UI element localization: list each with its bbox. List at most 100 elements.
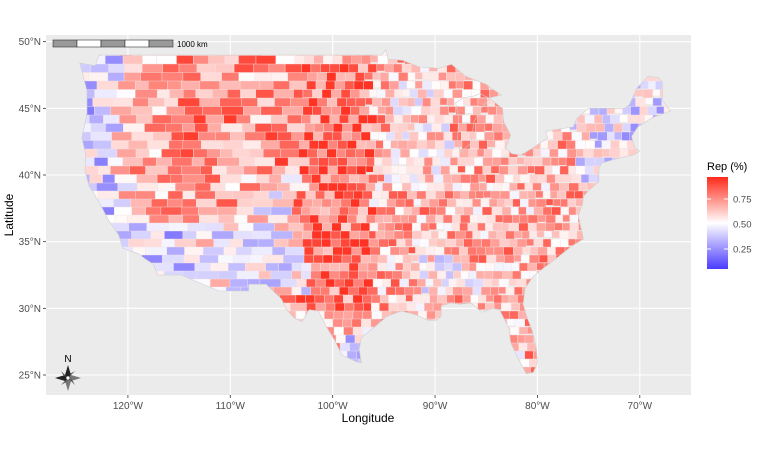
- county-cell: [402, 270, 411, 279]
- county-cell: [328, 214, 338, 224]
- county-cell: [455, 198, 464, 207]
- county-cell: [549, 148, 559, 158]
- county-cell: [303, 222, 313, 232]
- county-cell: [436, 222, 444, 230]
- county-cell: [492, 222, 502, 231]
- county-cell: [485, 246, 495, 256]
- county-cell: [422, 97, 431, 108]
- county-cell: [588, 174, 597, 183]
- county-cell: [452, 254, 462, 264]
- county-cell: [524, 334, 535, 344]
- county-cell: [437, 286, 447, 297]
- county-cell: [396, 238, 406, 249]
- county-cell: [528, 198, 537, 208]
- county-cell: [444, 262, 453, 271]
- county-cell: [443, 222, 453, 233]
- county-cell: [311, 238, 322, 248]
- x-tick-label: 90°W: [423, 401, 448, 412]
- county-cell: [377, 262, 388, 273]
- county-cell: [361, 318, 372, 328]
- county-cell: [426, 131, 436, 142]
- county-cell: [532, 182, 542, 191]
- county-cell: [336, 148, 346, 158]
- county-cell: [323, 246, 333, 256]
- county-cell: [348, 206, 359, 217]
- county-cell: [312, 89, 323, 99]
- county-cell: [390, 278, 400, 289]
- county-cell: [390, 97, 399, 107]
- county-cell: [409, 148, 419, 158]
- county-cell: [512, 198, 521, 208]
- county-cell: [569, 222, 579, 231]
- county-cell: [518, 326, 528, 335]
- county-cell: [435, 131, 444, 141]
- county-cell: [474, 157, 483, 166]
- county-cell: [428, 198, 439, 208]
- county-cell: [464, 278, 474, 288]
- county-cell: [508, 157, 517, 165]
- county-cell: [344, 278, 355, 288]
- county-cell: [383, 140, 392, 150]
- county-cell: [510, 302, 520, 311]
- county-cell: [542, 190, 551, 199]
- county-cell: [334, 80, 345, 90]
- county-cell: [562, 222, 571, 231]
- county-cell: [427, 114, 436, 124]
- county-cell: [484, 123, 493, 132]
- county-cell: [509, 238, 518, 248]
- county-cell: [449, 123, 459, 133]
- county-cell: [404, 286, 414, 297]
- county-cell: [337, 157, 348, 166]
- county-cell: [495, 254, 505, 263]
- county-cell: [434, 262, 445, 273]
- county-cell: [455, 206, 464, 215]
- county-cell: [410, 114, 420, 123]
- county-cell: [622, 123, 631, 132]
- county-cell: [386, 262, 396, 272]
- county-cell: [568, 230, 578, 240]
- county-cell: [340, 106, 351, 116]
- county-cell: [312, 106, 323, 117]
- county-cell: [367, 63, 377, 74]
- county-cell: [501, 182, 510, 192]
- county-cell: [341, 254, 352, 264]
- county-cell: [313, 131, 324, 141]
- county-cell: [391, 174, 401, 184]
- county-cell: [532, 157, 543, 166]
- county-cell: [473, 278, 484, 289]
- county-cell: [535, 190, 544, 199]
- county-cell: [375, 140, 384, 149]
- county-cell: [381, 190, 389, 199]
- county-cell: [457, 157, 467, 167]
- county-cell: [517, 334, 526, 344]
- county-cell: [391, 165, 399, 174]
- county-cell: [454, 97, 464, 108]
- county-cell: [376, 63, 385, 72]
- county-cell: [465, 230, 473, 239]
- county-cell: [398, 80, 408, 91]
- county-cell: [463, 80, 474, 91]
- county-cell: [408, 214, 418, 225]
- county-cell: [439, 97, 448, 106]
- county-cell: [320, 262, 331, 272]
- county-cell: [304, 55, 314, 65]
- county-cell: [566, 140, 576, 150]
- county-cell: [526, 206, 535, 214]
- county-cell: [544, 165, 553, 175]
- county-cell: [594, 140, 603, 149]
- county-cell: [358, 174, 369, 184]
- county-cell: [307, 72, 318, 83]
- county-cell: [439, 106, 449, 117]
- county-cell: [426, 262, 435, 272]
- county-cell: [560, 206, 569, 215]
- county-cell: [639, 106, 649, 117]
- county-cell: [475, 190, 484, 199]
- county-cell: [367, 206, 378, 216]
- county-cell: [486, 182, 495, 191]
- county-cell: [291, 270, 302, 281]
- county-cell: [316, 72, 327, 82]
- county-cell: [453, 190, 461, 200]
- county-cell: [450, 157, 458, 166]
- county-cell: [426, 310, 436, 320]
- county-cell: [375, 214, 384, 224]
